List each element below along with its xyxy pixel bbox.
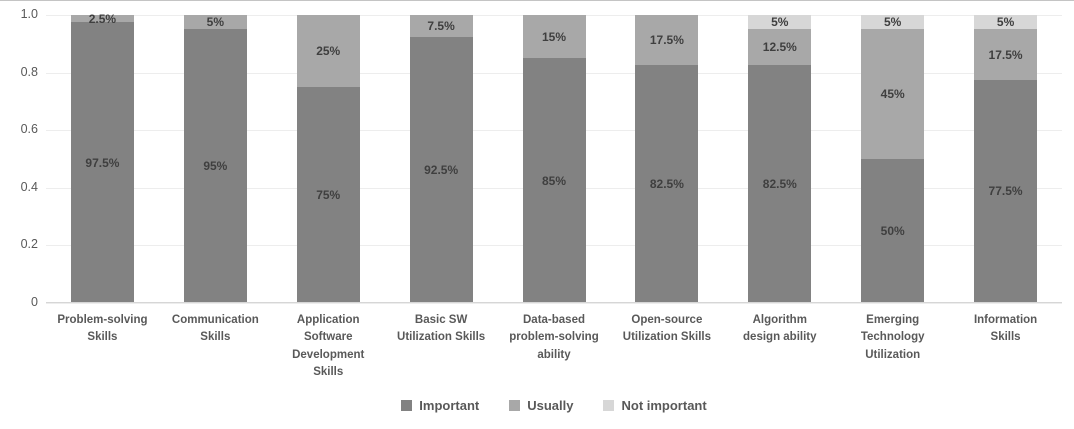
category-label: Open-source Utilization Skills — [622, 314, 711, 344]
data-label: 12.5% — [762, 40, 797, 55]
bar-segment-important: 82.5% — [748, 65, 812, 303]
bar: 97.5% 2.5% — [70, 11, 134, 303]
legend-item-not-important: Not important — [603, 398, 707, 413]
data-label: 82.5% — [649, 177, 684, 192]
bar-segment-important: 92.5% — [409, 36, 473, 303]
legend-label: Not important — [621, 398, 707, 413]
data-label: 15% — [541, 29, 567, 44]
category-label: Basic SW Utilization Skills — [397, 314, 486, 344]
data-label: 95% — [203, 159, 228, 174]
bar-slot: 85% 15% — [498, 15, 611, 303]
data-label: 92.5% — [424, 162, 459, 177]
legend-item-important: Important — [401, 398, 479, 413]
bar-slot: 97.5% 2.5% — [46, 11, 159, 303]
bar-segment-usually: 2.5% — [70, 11, 134, 26]
gridline — [46, 303, 1062, 304]
bar-segment-usually: 17.5% — [974, 29, 1038, 80]
bar-slot: 82.5% 12.5% 5% — [723, 15, 836, 303]
bar-segment-usually: 17.5% — [635, 15, 699, 66]
data-label: 85% — [541, 173, 567, 188]
legend-label: Usually — [527, 398, 574, 413]
data-label: 97.5% — [85, 155, 120, 170]
category-label: Problem-solving Skills — [57, 314, 148, 344]
data-label: 7.5% — [427, 18, 455, 33]
y-tick-label: 0.6 — [20, 122, 38, 137]
data-label: 5% — [884, 15, 902, 30]
bar-slot: 95% 5% — [159, 15, 272, 303]
data-label: 82.5% — [762, 177, 797, 192]
data-label: 5% — [771, 15, 789, 30]
bar-slot: 75% 25% — [272, 15, 385, 303]
x-axis-line — [46, 302, 1062, 303]
legend: Important Usually Not important — [46, 398, 1062, 413]
bars-container: 97.5% 2.5% 95% 5% 75% 25% 92.5% 7.5% 85% 15% 82.5%… — [46, 11, 1062, 303]
category-label: Algorithm design ability — [743, 314, 817, 344]
data-label: 17.5% — [649, 33, 684, 48]
bar-segment-usually: 25% — [296, 15, 360, 87]
data-label: 5% — [206, 15, 224, 30]
data-label: 5% — [996, 15, 1015, 30]
bar-segment-important: 50% — [861, 159, 925, 303]
bar-segment-important: 77.5% — [974, 79, 1038, 303]
y-tick-label: 1.0 — [20, 7, 38, 21]
bar: 85% 15% — [522, 15, 586, 303]
bar-segment-not-important: 5% — [748, 15, 812, 30]
bar-segment-not-important: 5% — [974, 15, 1038, 30]
bar-segment-usually: 7.5% — [409, 15, 473, 37]
data-label: 25% — [316, 44, 341, 58]
data-label: 17.5% — [988, 47, 1023, 62]
data-label: 75% — [316, 188, 341, 202]
category-label: Emerging Technology Utilization — [860, 314, 925, 361]
legend-swatch-icon — [401, 400, 413, 411]
data-label: 77.5% — [988, 184, 1023, 199]
bar-segment-usually: 15% — [522, 15, 586, 59]
y-tick-label: 0.2 — [20, 237, 38, 252]
bar-segment-important: 75% — [296, 87, 360, 303]
category-label: Data-based problem-solving ability — [509, 314, 599, 361]
bar-segment-usually: 5% — [183, 15, 247, 30]
bar-slot: 82.5% 17.5% — [610, 15, 723, 303]
bar-slot: 77.5% 17.5% 5% — [949, 15, 1062, 303]
bar: 82.5% 17.5% — [635, 15, 699, 303]
data-label: 45% — [880, 87, 905, 102]
data-label: 2.5% — [88, 11, 117, 26]
category-label: Information Skills — [973, 314, 1038, 344]
bar-segment-important: 85% — [522, 58, 586, 303]
data-label: 50% — [880, 224, 905, 238]
bar-segment-not-important: 5% — [861, 15, 925, 30]
bar: 95% 5% — [183, 15, 247, 303]
chart-top-border — [0, 0, 1074, 1]
bar-slot: 92.5% 7.5% — [385, 15, 498, 303]
plot-area: 97.5% 2.5% 95% 5% 75% 25% 92.5% 7.5% 85% 15% 82.5%… — [46, 11, 1062, 304]
bar-segment-usually: 45% — [861, 29, 925, 159]
legend-item-usually: Usually — [509, 398, 573, 413]
bar: 77.5% 17.5% 5% — [974, 15, 1038, 303]
legend-swatch-icon — [509, 400, 521, 411]
bar-segment-important: 82.5% — [635, 65, 699, 303]
legend-swatch-icon — [603, 400, 615, 411]
bar: 92.5% 7.5% — [409, 15, 473, 303]
bar: 50% 45% 5% — [861, 15, 925, 303]
bar-segment-important: 95% — [183, 29, 247, 303]
bar: 82.5% 12.5% 5% — [748, 15, 812, 303]
category-label: Application Software Development Skills — [292, 314, 365, 378]
y-axis-tick-labels: 1.0 0.8 0.6 0.4 0.2 0 — [0, 0, 40, 429]
y-tick-label: 0.8 — [20, 64, 38, 79]
bar-segment-important: 97.5% — [70, 22, 134, 303]
category-label: Communication Skills — [171, 314, 259, 344]
legend-label: Important — [419, 398, 480, 413]
y-tick-label: 0 — [31, 295, 38, 309]
bar: 75% 25% — [296, 15, 360, 303]
category-axis-labels: Problem-solving Skills Communication Skil… — [46, 312, 1062, 381]
bar-slot: 50% 45% 5% — [836, 15, 949, 303]
bar-segment-usually: 12.5% — [748, 29, 812, 66]
y-tick-label: 0.4 — [20, 179, 38, 194]
